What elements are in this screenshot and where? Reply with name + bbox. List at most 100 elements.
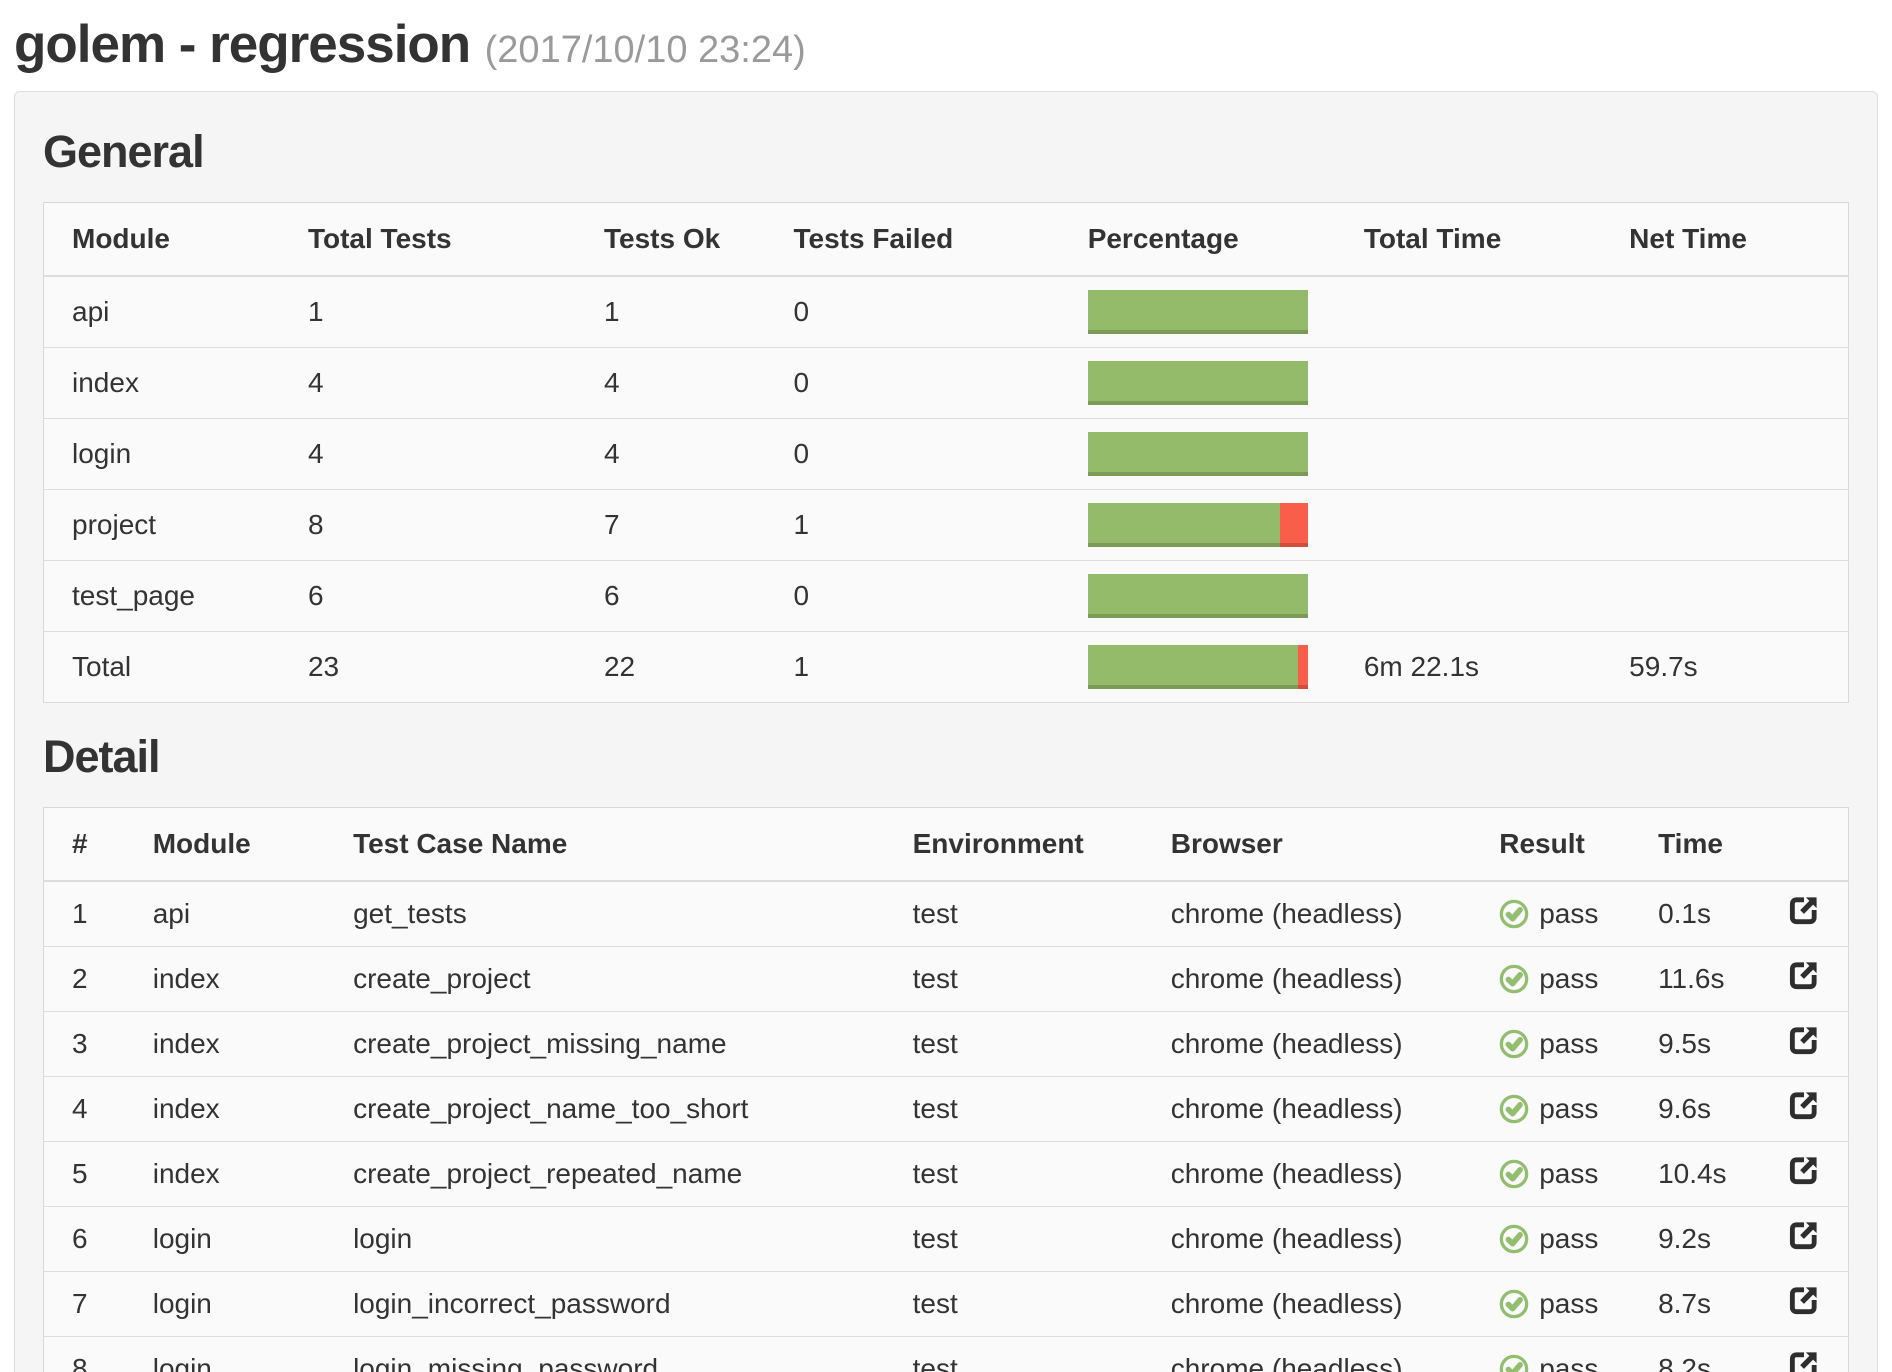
time-cell: 0.1s — [1630, 880, 1761, 947]
report-timestamp: (2017/10/10 23:24) — [484, 29, 806, 71]
module-cell: login — [43, 418, 280, 490]
test-case-name-cell: login_missing_password — [325, 1336, 885, 1372]
detail-table-row: 8 login login_missing_password test chro… — [43, 1336, 1849, 1372]
test-case-name-cell: get_tests — [325, 880, 885, 947]
environment-cell: test — [884, 880, 1143, 947]
external-link-icon[interactable] — [1788, 1350, 1819, 1372]
percentage-cell — [1059, 347, 1336, 419]
result-label: pass — [1539, 898, 1599, 929]
total-time-cell — [1335, 347, 1602, 419]
percentage-cell — [1059, 631, 1336, 703]
report-panel: General Module Total Tests Tests Ok Test… — [14, 91, 1878, 1372]
result-label: pass — [1539, 1288, 1599, 1319]
general-table-row: Total 23 22 1 6m 22.1s 59.7s — [43, 631, 1849, 703]
browser-cell: chrome (headless) — [1142, 1206, 1472, 1272]
link-cell — [1760, 1011, 1849, 1077]
module-cell: login — [124, 1271, 326, 1337]
tests-ok-cell: 4 — [575, 418, 766, 490]
row-number-cell: 7 — [43, 1271, 125, 1337]
result-label: pass — [1539, 1028, 1599, 1059]
total-tests-cell: 4 — [279, 347, 576, 419]
result-cell: pass — [1471, 1206, 1631, 1272]
net-time-cell — [1601, 418, 1849, 490]
external-link-icon[interactable] — [1788, 1220, 1819, 1251]
detail-table-row: 1 api get_tests test chrome (headless) p… — [43, 880, 1849, 947]
link-cell — [1760, 1336, 1849, 1372]
module-cell: login — [124, 1206, 326, 1272]
module-cell: project — [43, 489, 280, 561]
tests-failed-cell: 1 — [765, 489, 1060, 561]
environment-cell: test — [884, 1206, 1143, 1272]
percentage-cell — [1059, 275, 1336, 348]
result-label: pass — [1539, 963, 1599, 994]
external-link-icon[interactable] — [1788, 1090, 1819, 1121]
progress-ok-segment — [1087, 290, 1308, 334]
tests-ok-cell: 22 — [575, 631, 766, 703]
percentage-progress-bar — [1087, 574, 1308, 618]
browser-cell: chrome (headless) — [1142, 1141, 1472, 1207]
time-cell: 10.4s — [1630, 1141, 1761, 1207]
external-link-icon[interactable] — [1788, 1285, 1819, 1316]
module-cell: index — [124, 1141, 326, 1207]
row-number-cell: 8 — [43, 1336, 125, 1372]
external-link-icon[interactable] — [1788, 1155, 1819, 1186]
tests-ok-cell: 6 — [575, 560, 766, 632]
check-circle-icon — [1499, 1224, 1529, 1254]
result-cell: pass — [1471, 880, 1631, 947]
general-col-module: Module — [43, 202, 280, 277]
environment-cell: test — [884, 946, 1143, 1012]
detail-section-heading: Detail — [43, 731, 161, 782]
test-case-name-cell: create_project_name_too_short — [325, 1076, 885, 1142]
general-table-row: project 8 7 1 — [43, 489, 1849, 561]
link-cell — [1760, 946, 1849, 1012]
percentage-progress-bar — [1087, 361, 1308, 405]
percentage-cell — [1059, 418, 1336, 490]
external-link-icon[interactable] — [1788, 895, 1819, 926]
detail-col-time: Time — [1630, 807, 1761, 882]
general-col-total-time: Total Time — [1335, 202, 1602, 277]
percentage-progress-bar — [1087, 645, 1308, 689]
browser-cell: chrome (headless) — [1142, 946, 1472, 1012]
detail-table-row: 3 index create_project_missing_name test… — [43, 1011, 1849, 1077]
page-header: golem - regression (2017/10/10 23:24) — [14, 14, 1878, 75]
result-cell: pass — [1471, 1011, 1631, 1077]
detail-col-link — [1760, 807, 1849, 882]
tests-ok-cell: 4 — [575, 347, 766, 419]
link-cell — [1760, 1271, 1849, 1337]
result-label: pass — [1539, 1158, 1599, 1189]
detail-col-test-case-name: Test Case Name — [325, 807, 885, 882]
module-cell: Total — [43, 631, 280, 703]
detail-col-result: Result — [1471, 807, 1631, 882]
tests-failed-cell: 0 — [765, 347, 1060, 419]
general-col-tests-ok: Tests Ok — [575, 202, 766, 277]
tests-failed-cell: 0 — [765, 418, 1060, 490]
tests-failed-cell: 0 — [765, 560, 1060, 632]
browser-cell: chrome (headless) — [1142, 1011, 1472, 1077]
tests-failed-cell: 1 — [765, 631, 1060, 703]
total-tests-cell: 23 — [279, 631, 576, 703]
percentage-progress-bar — [1087, 503, 1308, 547]
external-link-icon[interactable] — [1788, 1025, 1819, 1056]
result-cell: pass — [1471, 946, 1631, 1012]
total-tests-cell: 1 — [279, 275, 576, 348]
general-col-tests-failed: Tests Failed — [765, 202, 1060, 277]
external-link-icon[interactable] — [1788, 960, 1819, 991]
total-tests-cell: 4 — [279, 418, 576, 490]
total-time-cell — [1335, 418, 1602, 490]
general-table: Module Total Tests Tests Ok Tests Failed… — [43, 202, 1849, 703]
detail-table-row: 6 login login test chrome (headless) pas… — [43, 1206, 1849, 1272]
row-number-cell: 4 — [43, 1076, 125, 1142]
total-time-cell: 6m 22.1s — [1335, 631, 1602, 703]
check-circle-icon — [1499, 1094, 1529, 1124]
browser-cell: chrome (headless) — [1142, 1336, 1472, 1372]
general-header-row: Module Total Tests Tests Ok Tests Failed… — [43, 202, 1849, 277]
net-time-cell — [1601, 560, 1849, 632]
general-table-row: test_page 6 6 0 — [43, 560, 1849, 632]
detail-col-num: # — [43, 807, 125, 882]
row-number-cell: 5 — [43, 1141, 125, 1207]
time-cell: 8.2s — [1630, 1336, 1761, 1372]
tests-ok-cell: 1 — [575, 275, 766, 348]
general-table-row: api 1 1 0 — [43, 275, 1849, 348]
total-tests-cell: 8 — [279, 489, 576, 561]
detail-table-row: 5 index create_project_repeated_name tes… — [43, 1141, 1849, 1207]
